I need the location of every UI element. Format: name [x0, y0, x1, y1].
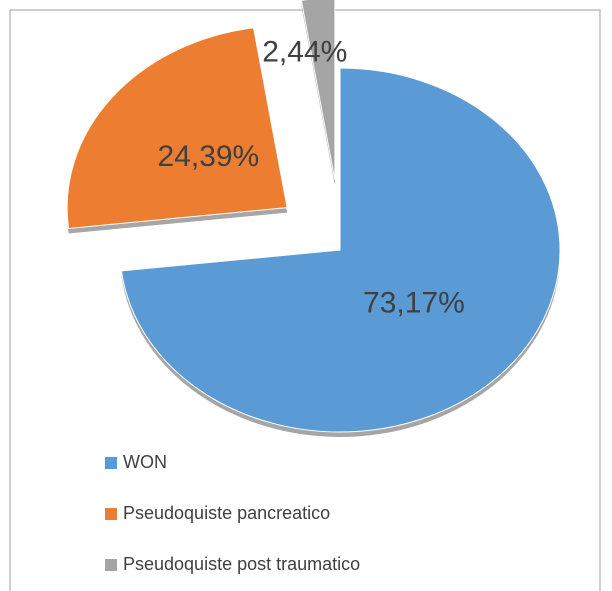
pie-slice	[66, 27, 288, 229]
value-label: 24,39%	[157, 140, 259, 173]
legend-swatch	[105, 508, 117, 520]
legend-label: Pseudoquiste post traumatico	[123, 554, 360, 574]
legend-swatch	[105, 559, 117, 571]
value-label: 73,17%	[363, 286, 465, 319]
legend-label: WON	[123, 452, 167, 472]
legend-swatch	[105, 457, 117, 469]
pie-slice	[300, 0, 336, 181]
value-label: 2,44%	[262, 35, 347, 68]
legend-label: Pseudoquiste pancreatico	[123, 503, 330, 523]
pie-slice	[120, 67, 561, 433]
